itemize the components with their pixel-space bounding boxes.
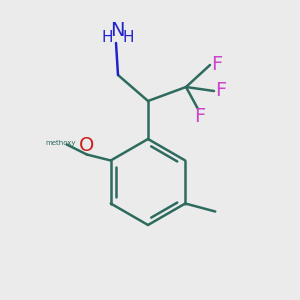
Text: F: F	[194, 106, 206, 125]
Text: H: H	[122, 29, 134, 44]
Text: H: H	[101, 29, 113, 44]
Text: F: F	[215, 82, 226, 100]
Text: N: N	[110, 22, 124, 40]
Text: methoxy: methoxy	[46, 140, 76, 146]
Text: O: O	[79, 136, 94, 155]
Text: F: F	[212, 55, 223, 74]
